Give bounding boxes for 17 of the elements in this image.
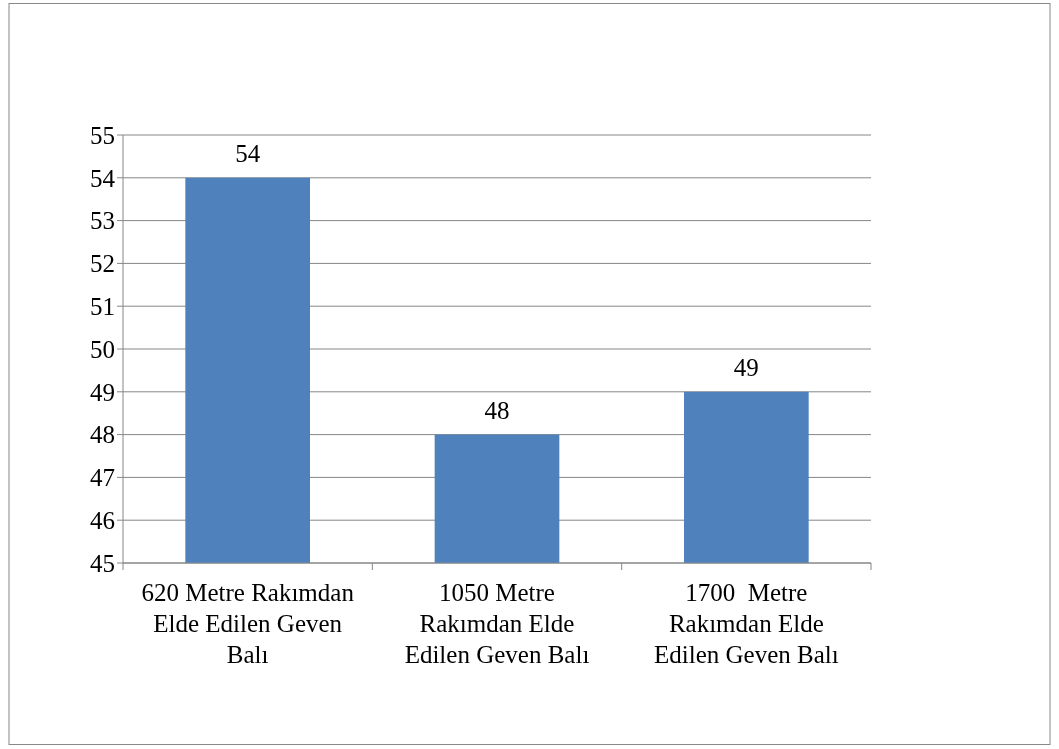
y-tick-label: 50 bbox=[90, 335, 115, 363]
x-tick-label: 1700 Metre Rakımdan Elde Edilen Geven Balı bbox=[654, 579, 839, 668]
y-tick-label: 53 bbox=[90, 207, 115, 235]
y-tick-label: 49 bbox=[90, 378, 115, 406]
y-tick-label: 52 bbox=[90, 250, 115, 278]
data-label: 49 bbox=[733, 353, 759, 381]
data-label: 54 bbox=[235, 139, 261, 167]
x-tick-label: 1050 Metre Rakımdan Elde Edilen Geven Balı bbox=[404, 579, 590, 668]
y-tick-label: 45 bbox=[90, 549, 115, 577]
y-tick-label: 55 bbox=[90, 121, 115, 149]
x-tick-label: 620 Metre Rakımdan Elde Edilen Geven Balı bbox=[141, 579, 355, 668]
y-tick-label: 51 bbox=[90, 292, 115, 320]
y-tick-label: 48 bbox=[90, 421, 115, 449]
data-label: 48 bbox=[484, 396, 510, 424]
y-tick-label: 47 bbox=[90, 464, 115, 492]
y-tick-label: 46 bbox=[90, 506, 115, 534]
y-tick-label: 54 bbox=[90, 164, 116, 192]
